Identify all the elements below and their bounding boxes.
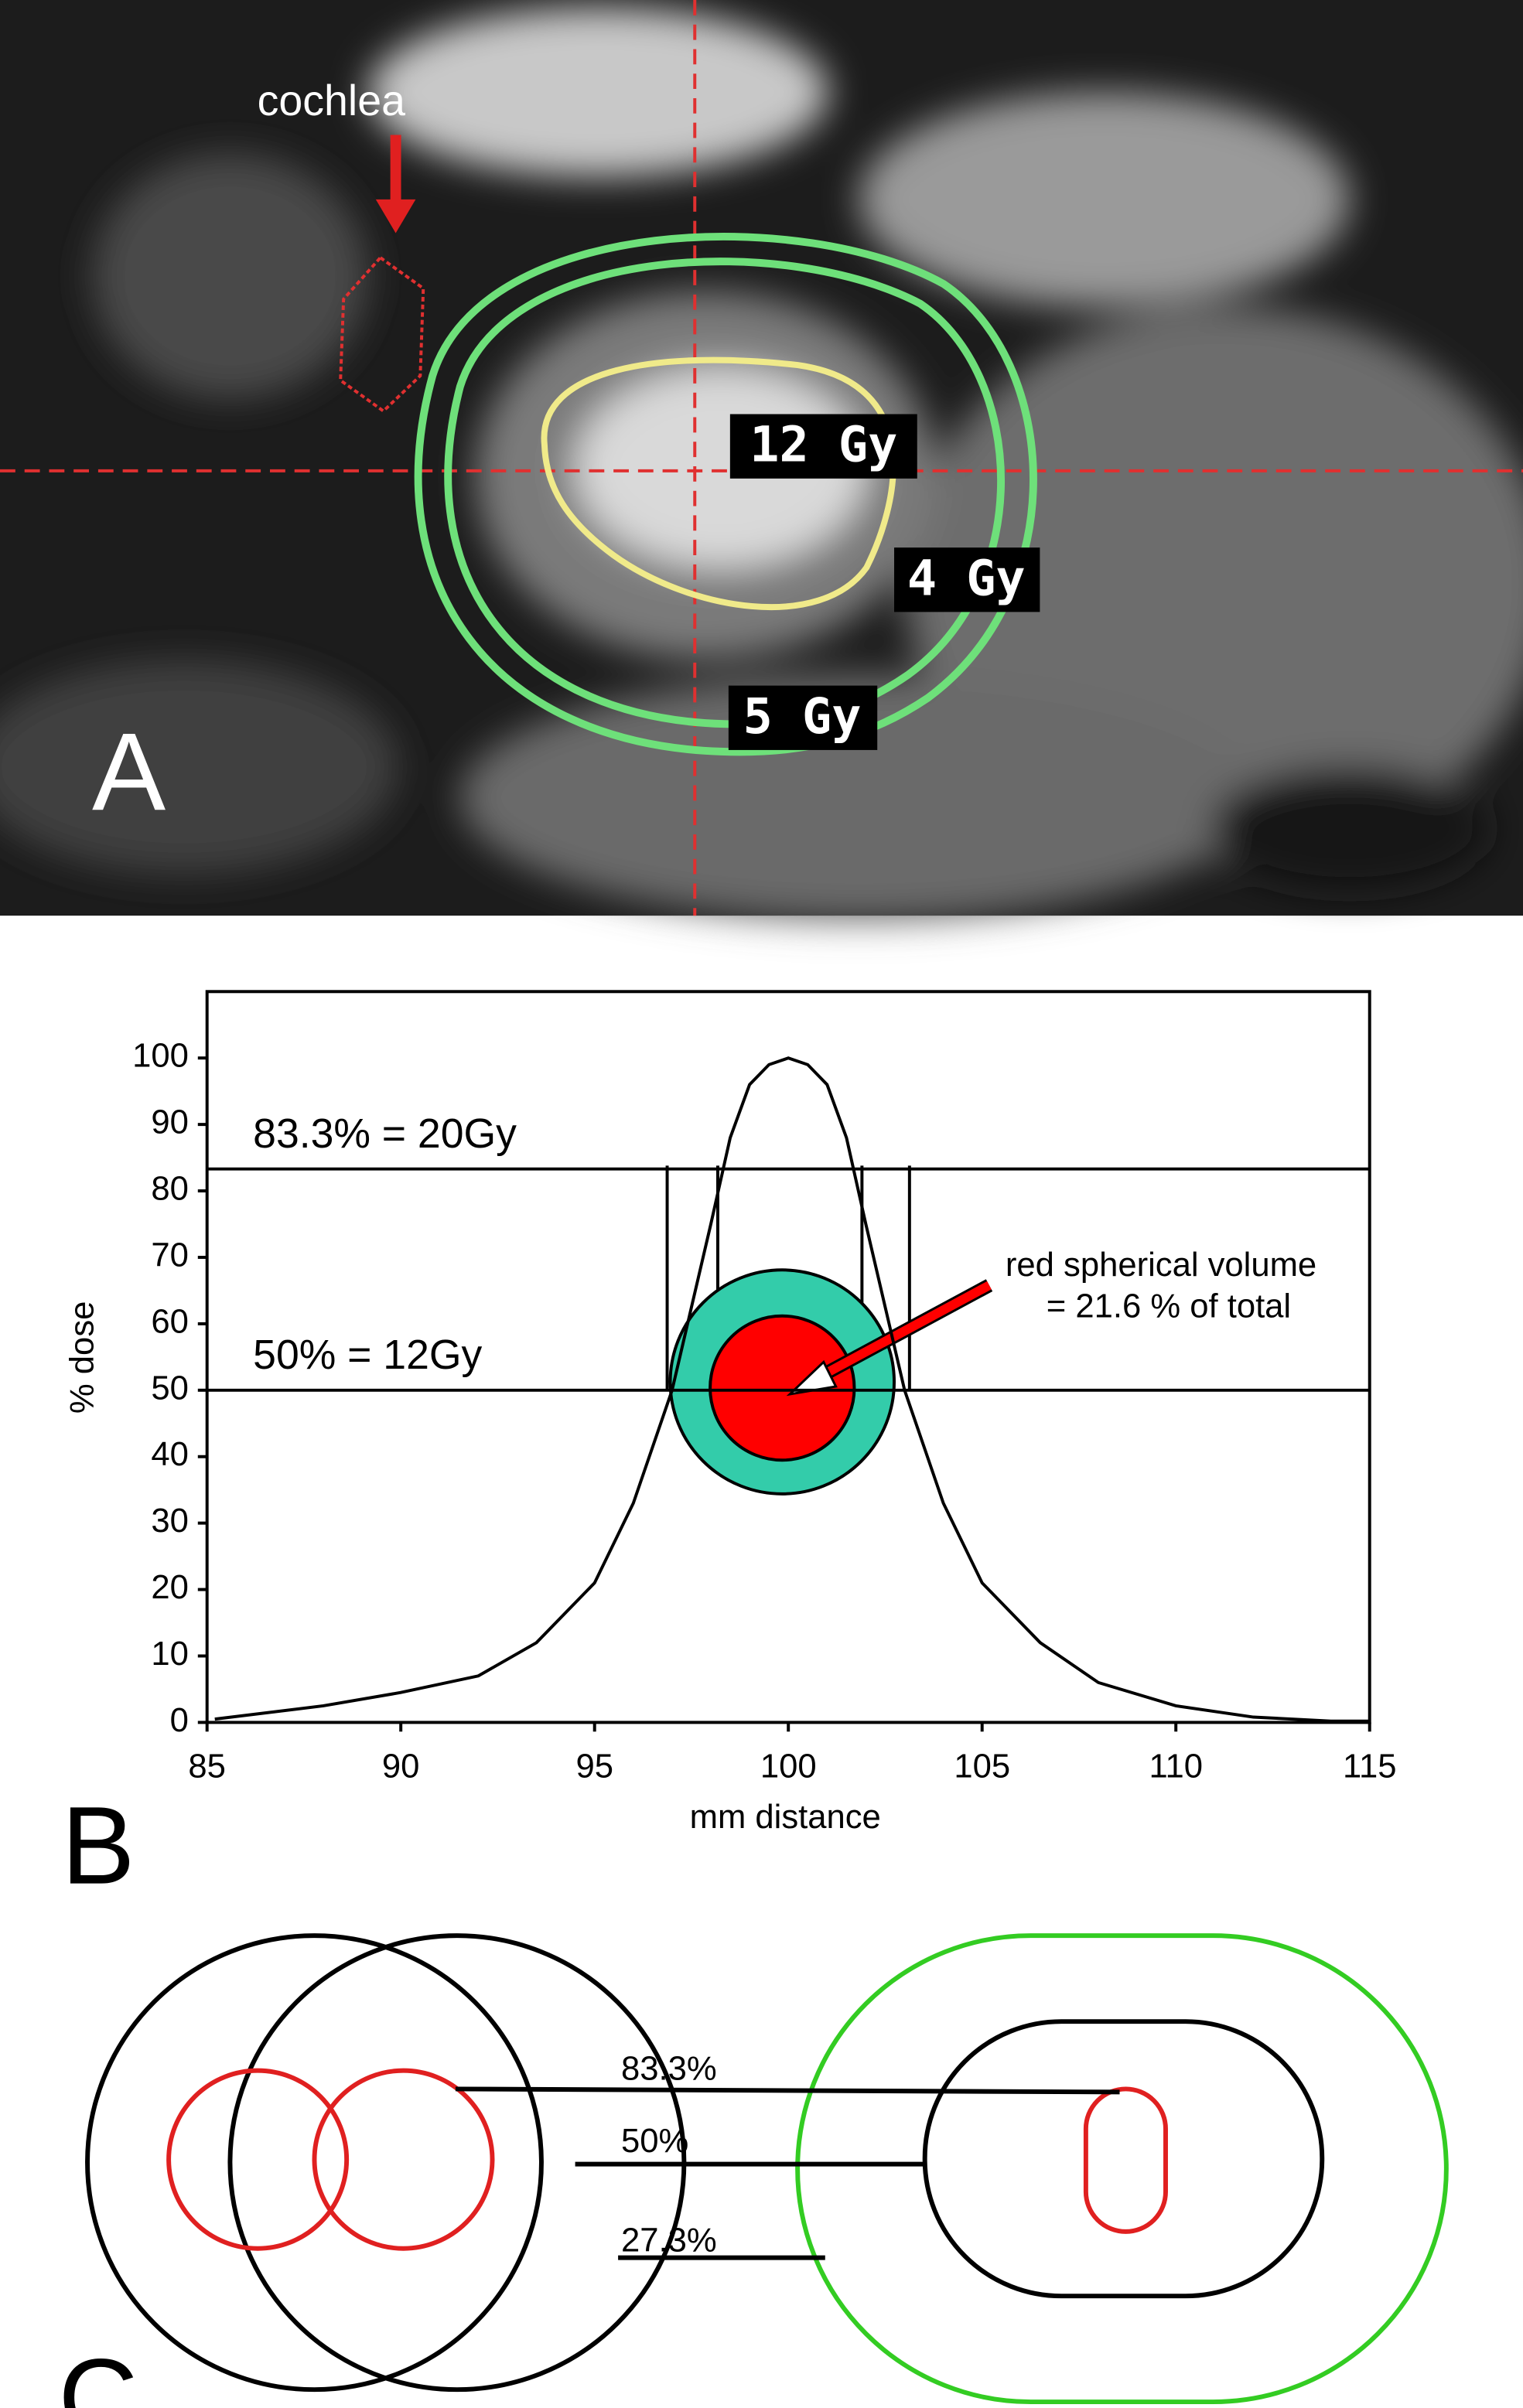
rounded-shape — [922, 2019, 1325, 2299]
y-tick-label: 20 — [151, 1569, 189, 1606]
label-box — [729, 414, 917, 479]
label-box — [894, 547, 1040, 612]
annotation: cochlea — [258, 77, 405, 124]
y-tick-label: 70 — [151, 1236, 189, 1274]
isodose-label: 12 Gy — [750, 416, 897, 473]
y-axis-label: % dose — [64, 1301, 101, 1414]
level-line — [455, 2086, 1120, 2095]
level-label: 83.3% — [621, 2051, 717, 2088]
arrow-head — [375, 199, 416, 234]
mri-texture — [0, 7, 1523, 921]
isodose-4gy — [414, 233, 1037, 756]
y-tick-label: 50 — [151, 1369, 189, 1407]
x-tick-label: 90 — [382, 1748, 420, 1785]
y-tick-label: 30 — [151, 1502, 189, 1540]
x-tick-label: 105 — [954, 1748, 1010, 1785]
label-box — [728, 685, 878, 750]
circle — [166, 2068, 350, 2251]
dose-curve — [214, 1056, 1370, 1723]
panel-b: red spherical volume = 21.6 % of total m… — [61, 990, 1397, 1908]
red-sphere — [709, 1314, 856, 1462]
panel-label: C — [58, 2337, 138, 2408]
y-tick-label: 0 — [170, 1702, 189, 1739]
panel-a: 12 Gy 4 Gy 5 Gy cochlea A — [0, 0, 1523, 921]
x-tick-label: 115 — [1343, 1748, 1397, 1785]
circle — [85, 1933, 544, 2393]
x-tick-label: 85 — [188, 1748, 226, 1785]
rounded-shape — [795, 1933, 1449, 2405]
x-axis-label: mm distance — [690, 1799, 881, 1836]
annotation: = 21.6 % of total — [1047, 1288, 1291, 1325]
panel-label: B — [61, 1785, 135, 1908]
level-label: 27.3% — [621, 2222, 717, 2260]
x-tick-label: 100 — [760, 1748, 817, 1785]
level-label: 50% — [621, 2123, 688, 2160]
y-tick-label: 90 — [151, 1104, 189, 1141]
cochlea-contour — [339, 255, 425, 414]
isodose-5gy — [444, 258, 1006, 728]
circle — [312, 2068, 495, 2251]
reference-label: 50% = 12Gy — [253, 1332, 482, 1378]
y-tick-label: 10 — [151, 1635, 189, 1673]
y-tick-label: 60 — [151, 1303, 189, 1340]
isodose-label: 5 Gy — [743, 687, 862, 745]
y-tick-label: 80 — [151, 1171, 189, 1208]
x-tick-label: 95 — [575, 1748, 613, 1785]
panel-c: 83.3% 50% 27.3% C — [58, 1933, 1449, 2408]
y-tick-label: 40 — [151, 1436, 189, 1473]
x-tick-label: 110 — [1149, 1748, 1203, 1785]
isodose-12gy — [541, 356, 896, 610]
y-tick-label: 100 — [132, 1038, 189, 1075]
annotation: red spherical volume — [1006, 1247, 1316, 1284]
rounded-shape — [1083, 2086, 1168, 2234]
arrow — [811, 1281, 992, 1385]
isodose-label: 4 Gy — [907, 549, 1026, 606]
reference-label: 83.3% = 20Gy — [253, 1111, 517, 1157]
panel-label: A — [92, 711, 166, 834]
